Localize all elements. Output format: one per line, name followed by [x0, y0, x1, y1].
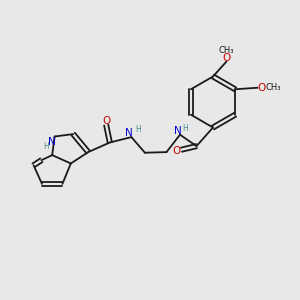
Text: CH₃: CH₃	[219, 46, 234, 55]
Text: N: N	[125, 128, 133, 138]
Text: O: O	[173, 146, 181, 156]
Text: N: N	[174, 126, 182, 136]
Text: N: N	[48, 137, 56, 147]
Text: O: O	[102, 116, 110, 126]
Text: CH₃: CH₃	[266, 83, 281, 92]
Text: O: O	[222, 52, 231, 63]
Text: H: H	[43, 142, 49, 152]
Text: O: O	[257, 83, 266, 93]
Text: H: H	[182, 124, 188, 133]
Text: H: H	[135, 125, 141, 134]
